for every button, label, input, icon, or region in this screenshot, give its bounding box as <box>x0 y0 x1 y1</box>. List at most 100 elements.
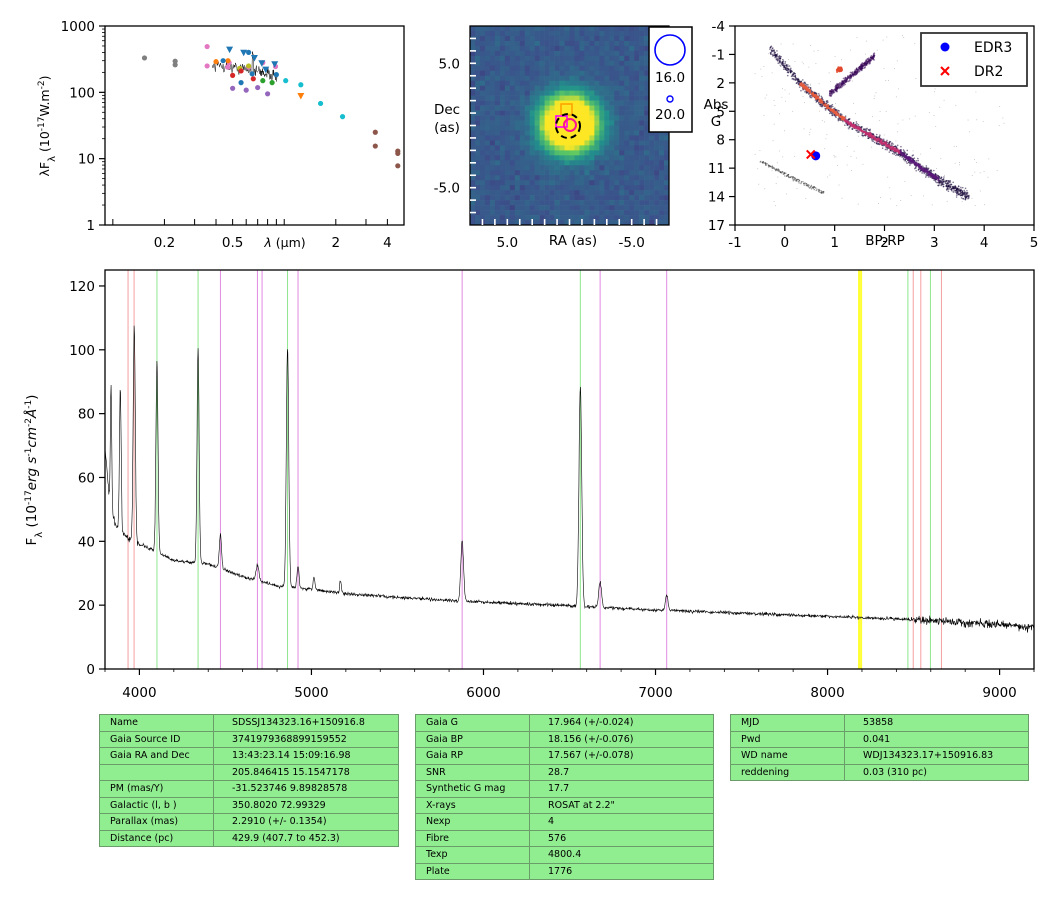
hrd-field-star <box>775 183 777 185</box>
image-pixel <box>524 30 530 37</box>
image-pixel <box>654 210 660 216</box>
image-pixel <box>489 75 496 82</box>
hrd-star <box>893 153 895 155</box>
hrd-field-star <box>776 162 778 164</box>
hrd-star <box>961 190 964 192</box>
hrd-field-star <box>912 150 914 152</box>
hrd-star <box>942 178 945 181</box>
image-pixel <box>569 160 575 166</box>
hrd-star <box>771 50 773 52</box>
image-pixel <box>599 60 605 67</box>
image-pixel <box>564 150 570 156</box>
image-pixel <box>524 75 530 82</box>
hrd-ytick-label: 14 <box>708 190 725 206</box>
image-ticks: 5.0 -5.05.0-5.0 <box>434 37 658 251</box>
image-pixel <box>599 125 605 131</box>
image-pixel <box>519 190 526 196</box>
image-pixel <box>634 115 640 121</box>
image-pixel <box>609 30 615 37</box>
hrd-field-star <box>764 97 766 99</box>
table-key: Pwd <box>730 730 845 748</box>
image-pixel <box>524 165 530 171</box>
image-pixel <box>599 105 605 111</box>
image-pixel <box>564 45 570 52</box>
image-pixel <box>474 175 481 181</box>
hrd-star <box>824 107 827 110</box>
table-row: Parallax (mas) 2.2910 (+/- 0.1354) <box>99 813 399 831</box>
image-pixel <box>604 215 610 221</box>
image-pixel <box>614 75 620 82</box>
image-pixel <box>574 145 580 151</box>
image-pixel <box>474 30 481 37</box>
hrd-star <box>786 68 789 70</box>
image-pixel <box>634 95 640 101</box>
image-pixel <box>489 185 496 191</box>
image-pixel <box>639 130 645 136</box>
image-pixel <box>584 220 590 226</box>
hrd-field-star <box>909 161 911 163</box>
image-pixel <box>529 140 535 146</box>
hrd-star <box>827 108 830 111</box>
hrd-field-star <box>875 92 877 94</box>
image-pixel <box>539 95 545 101</box>
image-pixel <box>584 160 590 166</box>
image-pixel <box>664 135 670 141</box>
hrd-star <box>779 61 781 63</box>
hrd-giant-star <box>854 73 857 76</box>
hrd-star <box>956 188 958 190</box>
hrd-star <box>801 79 804 81</box>
image-pixel <box>470 120 476 126</box>
image-pixel <box>574 155 580 161</box>
image-pixel <box>624 55 630 62</box>
image-pixel <box>644 155 650 161</box>
image-pixel <box>589 60 595 67</box>
hrd-field-star <box>979 172 981 174</box>
image-pixel <box>539 30 545 37</box>
image-pixel <box>644 65 650 72</box>
hrd-field-star <box>774 105 776 107</box>
hrd-star <box>805 92 808 94</box>
image-pixel <box>644 150 650 156</box>
image-pixel <box>559 85 565 91</box>
image-pixel <box>539 160 545 166</box>
image-pixel <box>564 215 570 221</box>
image-pixel <box>639 190 645 196</box>
table-value: WDJ134323.17+150916.83 <box>844 747 1029 765</box>
hrd-field-star <box>835 156 837 158</box>
image-pixel <box>634 160 640 166</box>
image-pixel <box>619 190 625 196</box>
hrd-wd-star <box>819 189 821 192</box>
hrd-ytick-label: 2 <box>716 76 725 92</box>
table-row: Texp 4800.4 <box>415 846 714 864</box>
hrd-wd-star <box>792 178 795 181</box>
image-pixel <box>659 180 665 186</box>
hrd-field-star <box>882 39 884 41</box>
image-pixel <box>554 155 560 161</box>
hrd-giant-star <box>848 79 851 82</box>
hrd-star <box>961 191 964 194</box>
image-pixel <box>589 135 595 141</box>
image-pixel <box>554 65 560 72</box>
hrd-field-star <box>862 163 864 165</box>
image-pixel <box>604 185 610 191</box>
image-pixel <box>499 65 506 72</box>
hrd-giant-star <box>845 79 848 82</box>
image-panel: 5.0 -5.05.0-5.0 16.0 20.0 Dec (as) RA (as… <box>434 25 693 251</box>
image-pixel <box>484 215 491 221</box>
image-pixel <box>519 80 526 86</box>
image-pixel <box>539 170 545 176</box>
hrd-dense-star <box>872 134 875 137</box>
image-pixel <box>519 170 526 176</box>
image-pixel <box>629 55 635 62</box>
image-pixel <box>569 80 575 86</box>
image-pixel <box>634 40 640 47</box>
image-pixel <box>584 150 590 156</box>
image-pixel <box>614 180 620 186</box>
hrd-field-star <box>766 94 768 96</box>
hrd-star <box>848 127 850 130</box>
image-pixel <box>554 105 560 111</box>
image-pixel <box>474 135 481 141</box>
hrd-dense-star <box>887 145 890 148</box>
image-pixel <box>644 45 650 52</box>
image-pixel <box>619 155 625 161</box>
